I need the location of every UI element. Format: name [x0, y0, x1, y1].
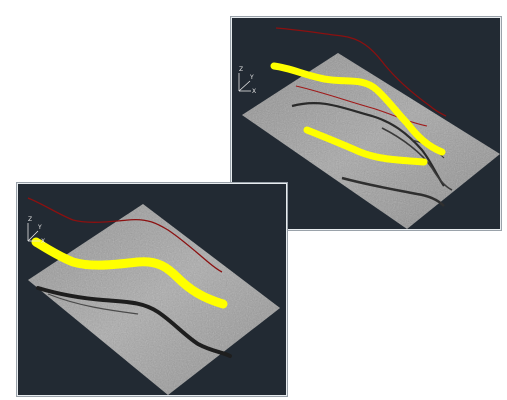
ucs-axis-icon: Z Y X — [238, 66, 256, 95]
viewport-lower-left[interactable]: Z Y X — [17, 183, 287, 396]
axis-label-y: Y — [249, 74, 254, 81]
crack-dark — [381, 127, 453, 191]
crack-highlight[interactable] — [270, 62, 446, 156]
ucs-axis-icon: Z Y X — [27, 216, 45, 245]
axis-label-z: Z — [239, 66, 243, 73]
crack-dark — [291, 102, 445, 187]
crack-highlight[interactable] — [31, 237, 228, 309]
axis-label-y: Y — [37, 224, 42, 231]
crack-dark — [47, 293, 139, 315]
crack-dark — [36, 286, 232, 358]
axis-label-x: X — [41, 238, 45, 245]
terrain-grain — [28, 204, 280, 395]
profile-line — [275, 27, 447, 117]
terrain-scene-upper: Z Y X — [238, 27, 500, 229]
axis-label-z: Z — [28, 216, 32, 223]
crack-highlight[interactable] — [303, 126, 428, 166]
viewport-upper-right[interactable]: Z Y X — [231, 17, 501, 230]
profile-line — [27, 197, 223, 273]
axis-label-x: X — [252, 88, 256, 95]
crack-dark — [341, 176, 445, 207]
terrain-scene-lower: Z Y X — [27, 197, 280, 395]
terrain-grain — [242, 53, 500, 229]
